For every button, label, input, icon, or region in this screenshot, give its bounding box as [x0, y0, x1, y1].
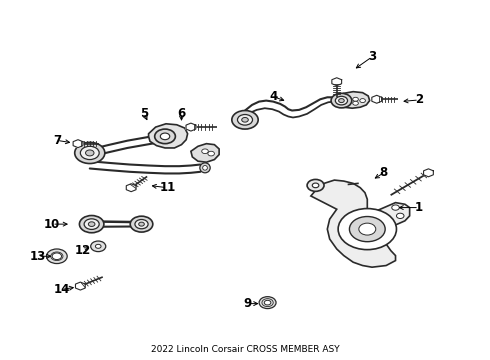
Text: 6: 6 — [177, 107, 186, 120]
Circle shape — [396, 213, 404, 219]
Circle shape — [312, 183, 319, 188]
Text: 4: 4 — [269, 90, 277, 103]
Circle shape — [84, 219, 99, 229]
Circle shape — [307, 179, 324, 192]
Text: 1: 1 — [415, 201, 423, 214]
Circle shape — [208, 151, 215, 156]
Circle shape — [80, 146, 99, 159]
Ellipse shape — [203, 166, 207, 170]
Polygon shape — [332, 78, 342, 86]
Circle shape — [160, 133, 170, 140]
Polygon shape — [148, 124, 188, 148]
Circle shape — [353, 97, 358, 101]
Text: 10: 10 — [44, 218, 60, 231]
Circle shape — [130, 216, 153, 232]
Circle shape — [202, 149, 208, 154]
Circle shape — [47, 249, 67, 264]
Polygon shape — [423, 169, 433, 177]
Circle shape — [392, 205, 399, 210]
Circle shape — [339, 99, 344, 103]
Polygon shape — [75, 282, 85, 290]
Circle shape — [242, 117, 248, 122]
Circle shape — [345, 99, 350, 103]
Text: 12: 12 — [74, 244, 91, 257]
Text: 3: 3 — [368, 50, 376, 63]
Text: 11: 11 — [159, 181, 175, 194]
Ellipse shape — [200, 163, 210, 173]
Circle shape — [259, 297, 276, 309]
Circle shape — [359, 223, 376, 235]
Circle shape — [135, 220, 148, 229]
Polygon shape — [73, 140, 83, 148]
Circle shape — [74, 142, 105, 163]
Text: 9: 9 — [243, 297, 251, 310]
Polygon shape — [186, 123, 196, 131]
Polygon shape — [311, 180, 410, 267]
Circle shape — [331, 93, 352, 108]
Circle shape — [88, 222, 95, 226]
Text: 14: 14 — [53, 283, 70, 296]
Circle shape — [155, 129, 175, 144]
Circle shape — [338, 208, 396, 249]
Circle shape — [79, 216, 104, 233]
Text: 5: 5 — [140, 107, 148, 120]
Polygon shape — [337, 92, 369, 108]
Text: 7: 7 — [53, 134, 61, 147]
Text: 2022 Lincoln Corsair CROSS MEMBER ASY: 2022 Lincoln Corsair CROSS MEMBER ASY — [151, 345, 339, 354]
Circle shape — [139, 222, 145, 226]
Polygon shape — [126, 184, 136, 192]
Text: 13: 13 — [30, 250, 46, 263]
Circle shape — [238, 114, 252, 125]
Circle shape — [353, 101, 358, 105]
Circle shape — [232, 111, 258, 129]
Polygon shape — [372, 95, 382, 103]
Circle shape — [264, 300, 271, 305]
Circle shape — [96, 244, 101, 248]
Circle shape — [86, 150, 94, 156]
Polygon shape — [191, 144, 219, 162]
Circle shape — [349, 216, 385, 242]
Circle shape — [360, 99, 366, 103]
Circle shape — [52, 253, 62, 260]
Text: 8: 8 — [380, 166, 388, 179]
Circle shape — [91, 241, 106, 252]
Circle shape — [335, 96, 347, 105]
Text: 2: 2 — [415, 94, 423, 107]
